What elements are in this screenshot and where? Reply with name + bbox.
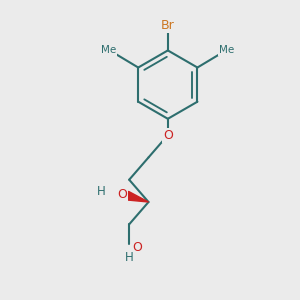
Text: H: H: [97, 185, 105, 198]
Text: Me: Me: [101, 45, 116, 55]
Text: H: H: [125, 251, 134, 264]
Polygon shape: [126, 191, 148, 202]
Text: O: O: [132, 241, 142, 254]
Text: O: O: [163, 129, 173, 142]
Text: Br: Br: [161, 19, 175, 32]
Text: O: O: [117, 188, 127, 201]
Text: Me: Me: [219, 45, 234, 55]
